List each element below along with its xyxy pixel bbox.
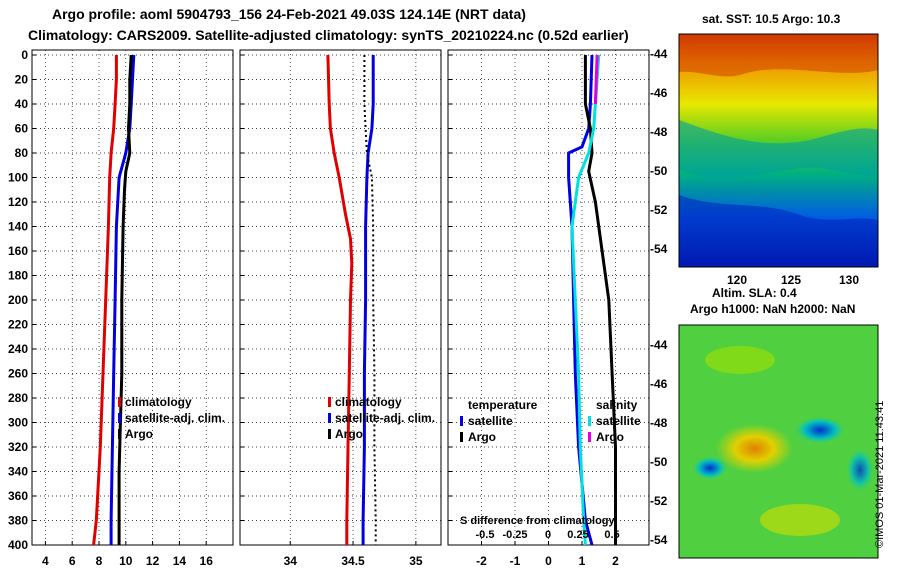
legend-label: satellite	[468, 414, 513, 428]
x-tick-label: 35	[409, 554, 423, 568]
x-tick-label: 6	[69, 554, 76, 568]
depth-tick-label: 100	[8, 171, 28, 185]
legend-swatch	[118, 429, 121, 439]
legend-label: Argo	[335, 427, 363, 441]
x-tick-label: 14	[173, 554, 187, 568]
sla-map-ytick: -50	[650, 455, 668, 469]
x-tick-label: -2	[476, 554, 487, 568]
sst-map-ytick: -48	[650, 125, 668, 139]
sla-map-ytick: -46	[650, 377, 668, 391]
depth-tick-label: 260	[8, 367, 28, 381]
legend-swatch	[328, 397, 331, 407]
depth-tick-label: 160	[8, 244, 28, 258]
depth-tick-label: 140	[8, 220, 28, 234]
depth-tick-label: 280	[8, 391, 28, 405]
x-tick-label: 10	[119, 554, 133, 568]
legend-label: climatology	[125, 395, 192, 409]
secondary-axis-label: S difference from climatology	[460, 515, 616, 527]
secondary-axis-tick: -0.25	[502, 529, 527, 541]
sst-map-ytick: -44	[650, 47, 668, 61]
x-tick-label: 34.5	[341, 554, 365, 568]
depth-tick-label: 0	[21, 48, 28, 62]
x-tick-label: 2	[612, 554, 619, 568]
depth-tick-label: 300	[8, 416, 28, 430]
x-tick-label: -1	[510, 554, 521, 568]
depth-tick-label: 60	[15, 122, 29, 136]
series-line-temperature-argo	[583, 55, 617, 545]
depth-tick-label: 200	[8, 293, 28, 307]
series-line-climatology	[326, 54, 354, 545]
plot-title-line2: Climatology: CARS2009. Satellite-adjuste…	[28, 27, 629, 43]
legend-swatch	[118, 413, 121, 423]
legend-label: satellite-adj. clim.	[125, 411, 225, 425]
x-tick-label: 0	[545, 554, 552, 568]
x-tick-label: 34	[284, 554, 298, 568]
legend-swatch	[460, 432, 463, 442]
legend-label: climatology	[335, 395, 402, 409]
sst-map-xtick: 125	[781, 273, 802, 287]
sla-map-subtitle: Argo h1000: NaN h2000: NaN	[690, 302, 856, 316]
sla-map-ytick: -52	[650, 494, 668, 508]
sst-map-title: sat. SST: 10.5 Argo: 10.3	[702, 12, 841, 26]
sla-map-ytick: -54	[650, 533, 668, 547]
x-tick-label: 4	[42, 554, 49, 568]
sst-map-xtick: 120	[727, 273, 748, 287]
depth-tick-label: 40	[15, 97, 29, 111]
series-line-satellite-adj-clim-	[109, 54, 136, 545]
legend-swatch	[588, 432, 591, 442]
series-line-climatology	[92, 55, 118, 546]
plot-frame	[31, 49, 234, 546]
x-tick-label: 8	[96, 554, 103, 568]
x-tick-label: 12	[146, 554, 160, 568]
plot-title-line1: Argo profile: aoml 5904793_156 24-Feb-20…	[52, 6, 526, 22]
sst-map-ytick: -46	[650, 86, 668, 100]
x-tick-label: 1	[579, 554, 586, 568]
depth-tick-label: 120	[8, 195, 28, 209]
depth-tick-label: 80	[15, 146, 29, 160]
depth-tick-label: 400	[8, 538, 28, 552]
legend-swatch	[588, 416, 591, 426]
secondary-axis-tick: -0.5	[476, 529, 495, 541]
sst-map-ytick: -50	[650, 164, 668, 178]
depth-tick-label: 20	[15, 73, 29, 87]
imos-watermark: ©IMOS 01-Mar-2021 11:43:41	[874, 400, 886, 548]
legend-label: satellite	[596, 414, 641, 428]
sla-map-ytick: -44	[650, 338, 668, 352]
secondary-axis-tick: 0.5	[604, 529, 619, 541]
depth-tick-label: 220	[8, 318, 28, 332]
legend-title-salinity: salinity	[596, 398, 638, 412]
sst-map-xtick: 130	[839, 273, 860, 287]
depth-tick-label: 360	[8, 489, 28, 503]
series-line-satellite-adj-clim-	[361, 55, 375, 545]
secondary-axis-tick: 0.25	[567, 529, 588, 541]
series-line-argo	[363, 55, 377, 545]
series-line-salinity-satellite	[570, 54, 601, 546]
depth-tick-label: 340	[8, 465, 28, 479]
depth-tick-label: 180	[8, 269, 28, 283]
legend-swatch	[328, 429, 331, 439]
sla-map-title: Altim. SLA: 0.4	[712, 286, 797, 300]
x-tick-label: 16	[200, 554, 214, 568]
legend-label: satellite-adj. clim.	[335, 411, 435, 425]
sla-map-ytick: -48	[650, 416, 668, 430]
legend-swatch	[460, 416, 463, 426]
legend-title-temperature: temperature	[468, 398, 538, 412]
legend-label: Argo	[125, 427, 153, 441]
series-line-salinity-argo	[593, 54, 599, 105]
legend-label: Argo	[468, 430, 496, 444]
plot-frame	[239, 49, 442, 546]
depth-tick-label: 320	[8, 440, 28, 454]
legend-swatch	[118, 397, 121, 407]
sst-map-ytick: -54	[650, 242, 668, 256]
depth-tick-label: 380	[8, 514, 28, 528]
depth-tick-label: 240	[8, 342, 28, 356]
legend-label: Argo	[596, 430, 624, 444]
legend-swatch	[328, 413, 331, 423]
sst-map-ytick: -52	[650, 203, 668, 217]
secondary-axis-tick: 0	[545, 529, 551, 541]
